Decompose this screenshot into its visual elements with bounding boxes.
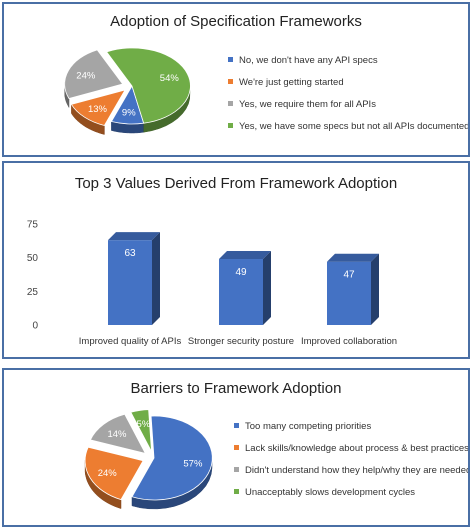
pie-slice-label: 5% bbox=[137, 419, 151, 430]
legend-swatch bbox=[228, 79, 233, 84]
adoption-legend: No, we don't have any API specs We're ju… bbox=[228, 55, 468, 132]
bar-top bbox=[219, 251, 271, 260]
barriers-chart-panel: Barriers to Framework Adoption 57% 24% 14%… bbox=[2, 368, 470, 527]
pie-slice bbox=[105, 47, 191, 124]
bar-top bbox=[327, 253, 379, 262]
values-chart-panel: Top 3 Values Derived From Framework Adop… bbox=[2, 161, 470, 359]
values-bar-chart: Top 3 Values Derived From Framework Adop… bbox=[27, 175, 397, 347]
bar-value-label: 47 bbox=[343, 270, 355, 281]
barriers-pie-chart: Barriers to Framework Adoption 57% 24% 14%… bbox=[84, 380, 468, 510]
legend-swatch bbox=[228, 123, 233, 128]
legend-entry: We're just getting started bbox=[239, 77, 344, 88]
bar bbox=[219, 259, 263, 325]
bar-side bbox=[371, 253, 379, 325]
pie-slice bbox=[70, 89, 126, 126]
legend-entry: No, we don't have any API specs bbox=[239, 55, 378, 66]
y-tick-label: 25 bbox=[27, 287, 39, 298]
pie-slice-label: 24% bbox=[76, 70, 96, 81]
adoption-chart-panel: Adoption of Specification Frameworks 9% 1… bbox=[2, 2, 470, 157]
pie-slice bbox=[131, 415, 213, 501]
legend-entry: Unacceptably slows development cycles bbox=[245, 487, 415, 498]
bar bbox=[327, 261, 371, 325]
pie-slice-label: 9% bbox=[122, 107, 136, 118]
pie-slice-label: 54% bbox=[160, 73, 180, 84]
y-tick-label: 75 bbox=[27, 220, 39, 231]
barriers-pie-slices: 57% 24% 14% 5% bbox=[84, 409, 213, 510]
adoption-pie-chart: Adoption of Specification Frameworks 9% 1… bbox=[64, 13, 468, 135]
pie-slice bbox=[64, 49, 124, 99]
legend-entry: Didn't understand how they help/why they… bbox=[245, 465, 468, 476]
legend-swatch bbox=[228, 57, 233, 62]
adoption-pie-slices: 9% 13% 24% 54% bbox=[64, 47, 191, 135]
pie-slice bbox=[130, 409, 152, 452]
pie-slice-label: 24% bbox=[98, 468, 118, 479]
x-category-label: Improved quality of APIs bbox=[79, 336, 182, 347]
legend-entry: Lack skills/knowledge about process & be… bbox=[245, 443, 468, 454]
legend-swatch bbox=[234, 489, 239, 494]
values-bars: 63 49 47 bbox=[108, 232, 379, 325]
bar-side bbox=[152, 232, 160, 325]
pie-slice-label: 13% bbox=[88, 104, 108, 115]
pie-slice bbox=[89, 413, 147, 455]
bar bbox=[108, 240, 152, 325]
values-y-axis: 0 25 50 75 bbox=[27, 220, 39, 332]
bar-value-label: 63 bbox=[124, 248, 136, 259]
bar-side bbox=[263, 251, 271, 325]
bar-value-label: 49 bbox=[235, 267, 247, 278]
legend-swatch bbox=[234, 445, 239, 450]
barriers-legend: Too many competing priorities Lack skill… bbox=[234, 421, 468, 498]
legend-swatch bbox=[234, 467, 239, 472]
barriers-chart-title: Barriers to Framework Adoption bbox=[131, 380, 342, 397]
legend-swatch bbox=[228, 101, 233, 106]
values-chart-title: Top 3 Values Derived From Framework Adop… bbox=[75, 175, 397, 192]
values-x-axis: Improved quality of APIs Stronger securit… bbox=[79, 336, 397, 347]
pie-slice bbox=[84, 446, 144, 501]
legend-swatch bbox=[234, 423, 239, 428]
bar-top bbox=[108, 232, 160, 241]
x-category-label: Stronger security posture bbox=[188, 336, 294, 347]
legend-entry: Yes, we have some specs but not all APIs… bbox=[239, 121, 468, 132]
y-tick-label: 50 bbox=[27, 253, 39, 264]
x-category-label: Improved collaboration bbox=[301, 336, 397, 347]
legend-entry: Too many competing priorities bbox=[245, 421, 371, 432]
pie-slice-label: 14% bbox=[107, 429, 127, 440]
adoption-chart-title: Adoption of Specification Frameworks bbox=[110, 13, 362, 30]
y-tick-label: 0 bbox=[32, 321, 38, 332]
legend-entry: Yes, we require them for all APIs bbox=[239, 99, 376, 110]
pie-slice-label: 57% bbox=[183, 458, 203, 469]
